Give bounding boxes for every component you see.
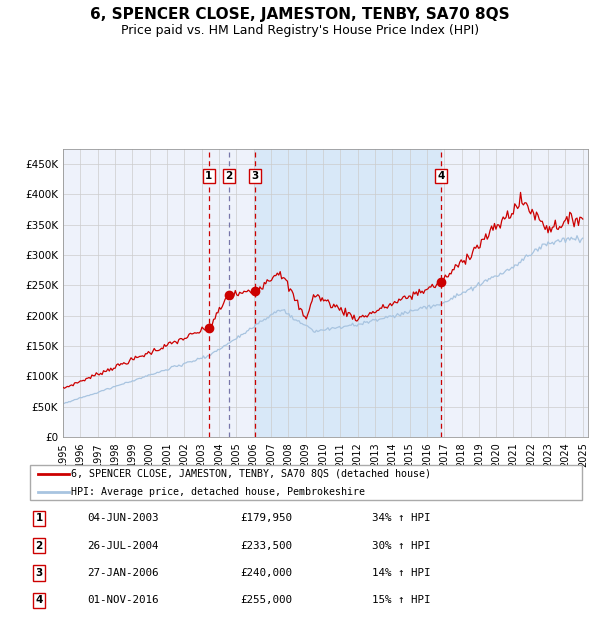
Text: 3: 3 [35, 568, 43, 578]
Text: 1: 1 [35, 513, 43, 523]
Bar [255, 149, 441, 437]
Text: 4: 4 [437, 171, 445, 181]
Text: 30% ↑ HPI: 30% ↑ HPI [372, 541, 431, 551]
Text: 34% ↑ HPI: 34% ↑ HPI [372, 513, 431, 523]
Text: 6, SPENCER CLOSE, JAMESTON, TENBY, SA70 8QS: 6, SPENCER CLOSE, JAMESTON, TENBY, SA70 … [90, 7, 510, 22]
Text: £233,500: £233,500 [240, 541, 292, 551]
Text: £179,950: £179,950 [240, 513, 292, 523]
Text: 4: 4 [35, 595, 43, 605]
Text: 01-NOV-2016: 01-NOV-2016 [87, 595, 158, 605]
Text: £240,000: £240,000 [240, 568, 292, 578]
Text: 6, SPENCER CLOSE, JAMESTON, TENBY, SA70 8QS (detached house): 6, SPENCER CLOSE, JAMESTON, TENBY, SA70 … [71, 469, 431, 479]
Text: 2: 2 [225, 171, 232, 181]
Text: 3: 3 [251, 171, 259, 181]
Text: Price paid vs. HM Land Registry's House Price Index (HPI): Price paid vs. HM Land Registry's House … [121, 24, 479, 37]
Text: 26-JUL-2004: 26-JUL-2004 [87, 541, 158, 551]
Text: 14% ↑ HPI: 14% ↑ HPI [372, 568, 431, 578]
Text: 27-JAN-2006: 27-JAN-2006 [87, 568, 158, 578]
Text: 1: 1 [205, 171, 212, 181]
Text: £255,000: £255,000 [240, 595, 292, 605]
Text: HPI: Average price, detached house, Pembrokeshire: HPI: Average price, detached house, Pemb… [71, 487, 365, 497]
Text: 04-JUN-2003: 04-JUN-2003 [87, 513, 158, 523]
Text: 15% ↑ HPI: 15% ↑ HPI [372, 595, 431, 605]
Text: 2: 2 [35, 541, 43, 551]
